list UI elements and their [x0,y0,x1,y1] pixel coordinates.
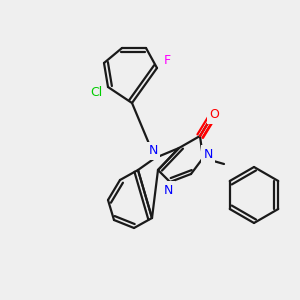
Text: F: F [164,53,171,67]
Text: N: N [163,184,173,196]
Text: Cl: Cl [90,85,102,98]
Text: O: O [209,109,219,122]
Text: N: N [203,148,213,160]
Text: N: N [148,145,158,158]
